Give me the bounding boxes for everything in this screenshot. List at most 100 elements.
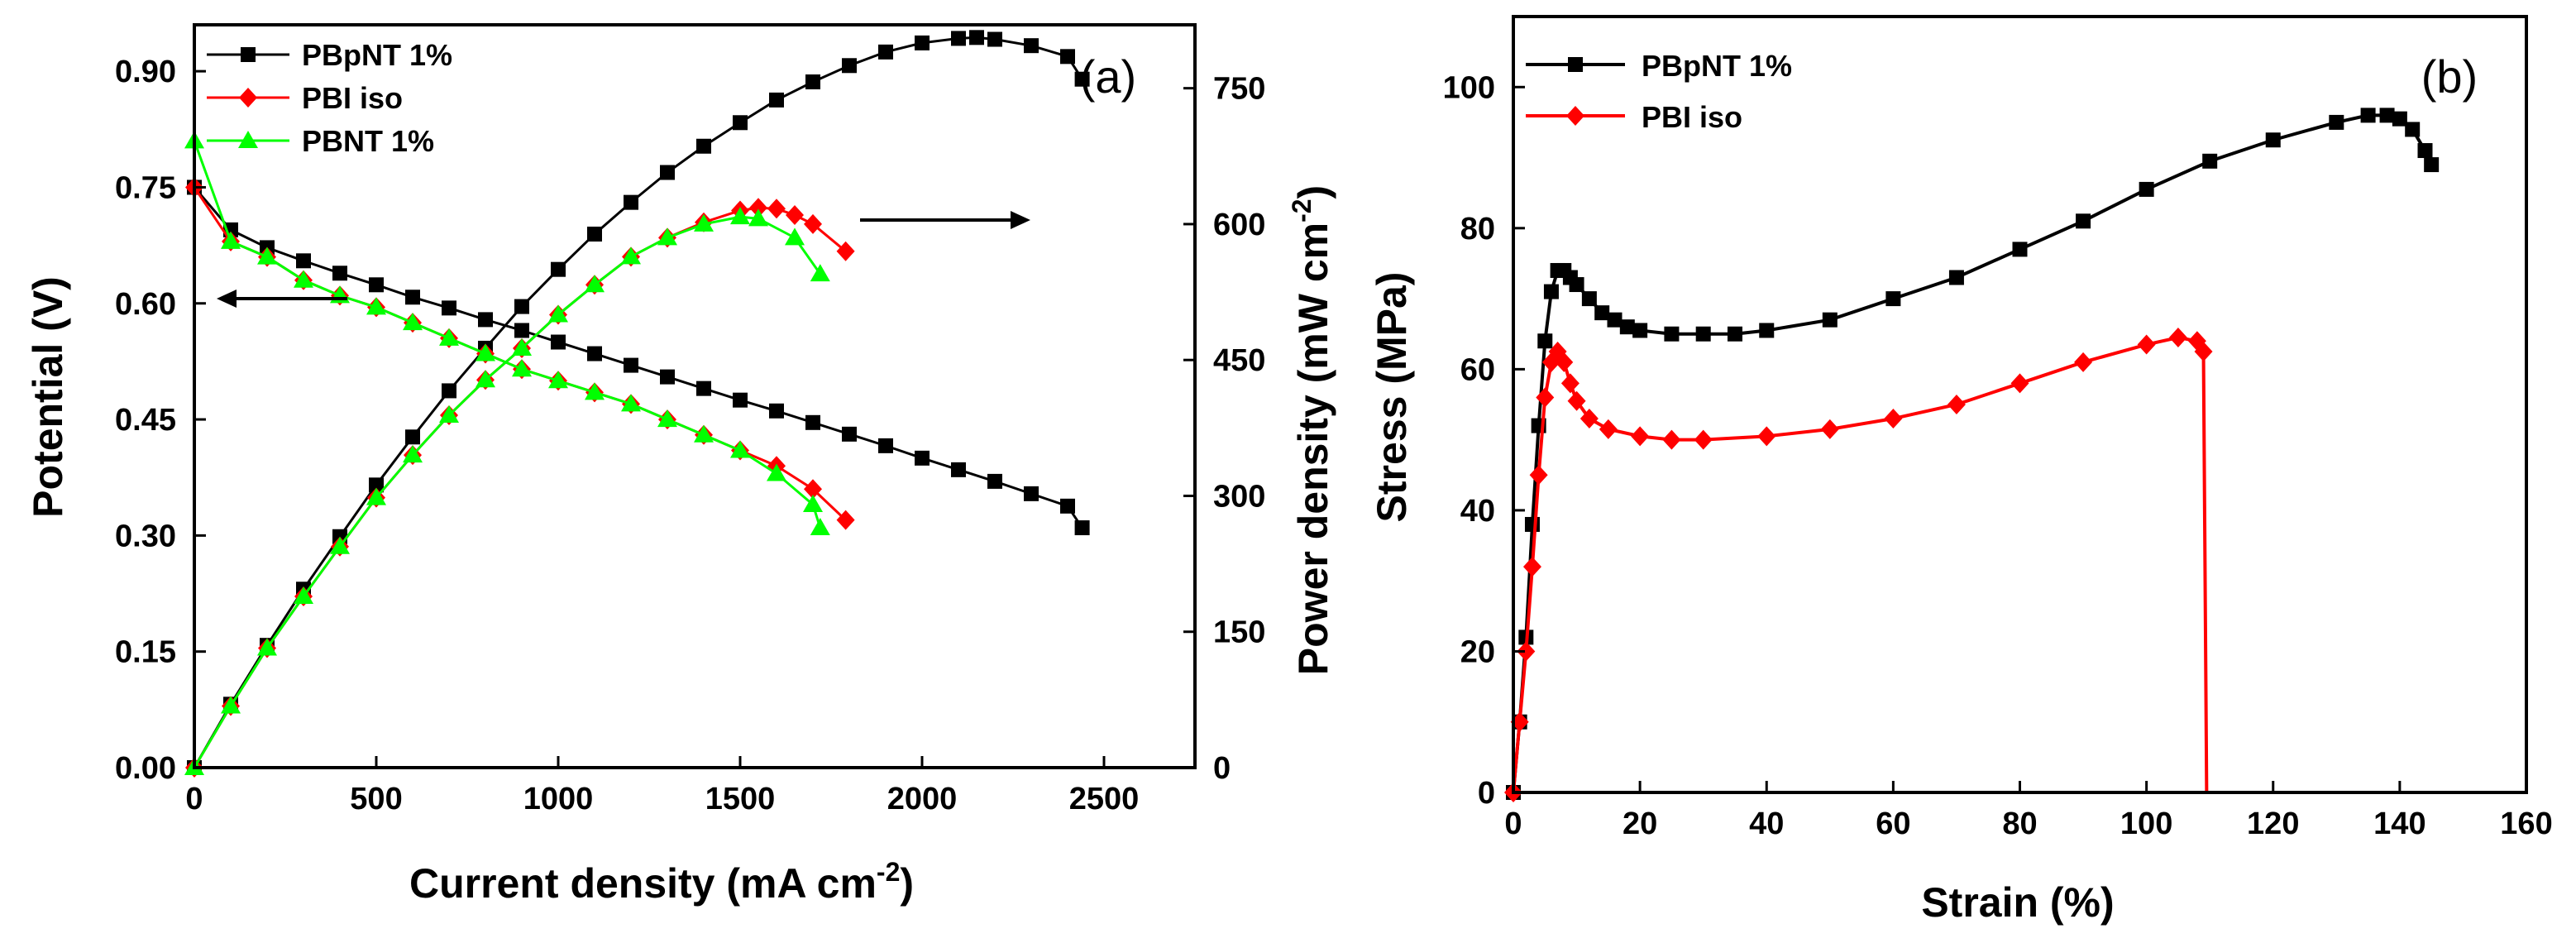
chart-b-series-0-line [1512, 113, 2433, 793]
chart-b-x-tick-label: 20 [1623, 807, 1657, 841]
chart-a-arrow-right-head [1011, 211, 1030, 229]
chart-b-series-0-point [1619, 319, 1635, 335]
chart-b-x-tick-label: 0 [1504, 807, 1522, 841]
chart-a-y-axis-title: Potential (V) [25, 276, 71, 518]
chart-a-series-0-polarization-point [587, 346, 602, 361]
chart-a-series-0-power-point [969, 30, 984, 45]
chart-a-y-tick-label: 0.30 [115, 519, 176, 553]
chart-a-legend-label: PBNT 1% [302, 124, 434, 158]
chart-a-series-0-polarization-point [332, 266, 347, 281]
chart-b-series-0-point [1727, 326, 1742, 342]
chart-a-series-1-power-line [193, 206, 847, 768]
chart-a-series-0-power-point [624, 194, 638, 210]
chart-a-series-2-polarization-point [694, 424, 714, 443]
chart-b-y-tick-label: 100 [1443, 70, 1495, 105]
chart-a-series-2-power-point [548, 304, 568, 323]
chart-b-series-0-point [1543, 284, 1559, 299]
chart-a-y-tick-label: 0.45 [115, 403, 176, 438]
chart-a-series-2-power-point [476, 370, 495, 388]
chart-b-series-1-point [1631, 426, 1650, 447]
chart-a-x-tick-label: 0 [185, 782, 203, 816]
chart-a-series-0-polarization-point [660, 369, 675, 385]
chart-a-series-0-polarization-point [478, 312, 493, 328]
chart-b-series-1-point [2168, 327, 2187, 347]
chart-a-series-0-polarization-point [405, 290, 420, 305]
chart-a-series-0-power-point [733, 115, 748, 131]
chart-a-series-2-polarization-point [439, 328, 459, 346]
chart-b-series-1-point [1517, 641, 1536, 662]
chart-b-series-0-point [1581, 291, 1597, 307]
chart-b-series-1-point [2137, 334, 2156, 355]
chart-b-series-1-point [1522, 557, 1541, 577]
chart-b-x-tick-label: 80 [2002, 807, 2037, 841]
chart-a-series-2-polarization-point [548, 371, 568, 389]
chart-b-series-0-point [2417, 143, 2433, 159]
chart-b-y-axis-title: Stress (MPa) [1369, 272, 1415, 523]
chart-a-series-0-polarization-point [696, 381, 711, 396]
chart-a-plot-frame [193, 23, 1197, 769]
chart-a-series-0-polarization-point [769, 403, 784, 419]
chart-a-arrow-left-head [217, 290, 237, 308]
chart-a-series-0-power-point [405, 429, 420, 445]
chart-b-series-0-point [1695, 326, 1711, 342]
chart-a-series-0-polarization-point [915, 450, 930, 466]
chart-a-series-2-polarization-point [512, 359, 532, 377]
chart-b-legend-label: PBpNT 1% [1642, 49, 1792, 83]
chart-a-series-2-polarization-point [366, 297, 386, 315]
chart-a-series-0-power-point [805, 74, 820, 89]
chart-b-series-0-point [2012, 242, 2028, 257]
chart-a-y-tick-label: 0.90 [115, 55, 176, 89]
chart-a-legend-marker [241, 47, 256, 62]
chart-a-series-0-power-point [442, 383, 456, 399]
chart-b-series-0-point [2265, 132, 2281, 148]
chart-a-y2-tick-label: 0 [1213, 751, 1231, 786]
chart-a-series-2-polarization-point [403, 313, 423, 331]
chart-a-series-0-polarization-point [733, 392, 748, 408]
chart-a-y2-tick-label: 300 [1213, 479, 1265, 514]
chart-b-legend: PBpNT 1% PBI iso [1526, 49, 1792, 134]
chart-a-series-0-power-point [514, 299, 529, 314]
chart-b-series-0-point [1569, 277, 1584, 293]
chart-a-series-0-power-point [696, 138, 711, 154]
chart-b-series-0-point [1822, 312, 1838, 328]
chart-b-series-1-point [1510, 711, 1529, 732]
chart-a-series-0-polarization-point [624, 357, 638, 373]
chart-b-series-1-point [1947, 395, 1966, 414]
chart-a-series-2-power-point [403, 445, 423, 463]
chart-a-y2-axis-title: Power density (mW cm-2) [1287, 185, 1336, 675]
chart-a-series-0-power-point [551, 261, 566, 277]
chart-b-y-tick-label: 20 [1460, 634, 1495, 669]
chart-b-legend-label: PBI iso [1642, 100, 1742, 134]
chart-a-series-0-polarization-point [842, 426, 857, 442]
chart-a-y-tick-label: 0.60 [115, 287, 176, 322]
chart-b-x-tick-label: 140 [2373, 807, 2425, 841]
chart-a-series-2-power-point [439, 404, 459, 423]
chart-a-ticks: 0 500 1000 1500 2000 25000.000.150.300.450.60… [115, 55, 1265, 816]
chart-a-series-0-power-point [660, 165, 675, 180]
chart-b-x-tick-label: 60 [1876, 807, 1910, 841]
chart-b-series-1-point [2074, 352, 2093, 372]
chart-a-series-0-power-point [987, 31, 1002, 47]
chart-a-x-tick-label: 1000 [523, 782, 594, 816]
chart-b-series-1-point [1560, 373, 1580, 394]
chart-a-series-2-polarization-point [767, 463, 786, 481]
chart-a-y2-tick-label: 450 [1213, 343, 1265, 378]
chart-a-series-layer [184, 30, 1090, 778]
chart-a-panel-label: (a) [1080, 50, 1136, 103]
chart-a-series-0-power-point [915, 35, 930, 50]
chart-b-series-0-point [1537, 333, 1553, 349]
chart-a-y-tick-label: 0.15 [115, 635, 176, 670]
chart-b-x-axis-title: Strain (%) [1921, 879, 2114, 926]
chart-a-series-2-power-point [294, 586, 313, 605]
chart-a-series-2-power-point [657, 227, 677, 246]
chart-b-y-tick-label: 80 [1460, 212, 1495, 247]
chart-b-series-1-point [1757, 426, 1776, 447]
chart-b-series-1-point [1580, 409, 1599, 429]
chart-a-series-2-power-point [810, 264, 830, 282]
chart-a-series-0-polarization-point [951, 462, 966, 477]
chart-b-series-0-point [1524, 516, 1540, 532]
chart-b-series-1-point [2010, 373, 2029, 394]
chart-b-ticks: 0 20 40 60 80 100 120 140 160 0 20 40 60 80 100 [1443, 70, 2553, 841]
chart-a-series-1-polarization-point [836, 510, 855, 530]
